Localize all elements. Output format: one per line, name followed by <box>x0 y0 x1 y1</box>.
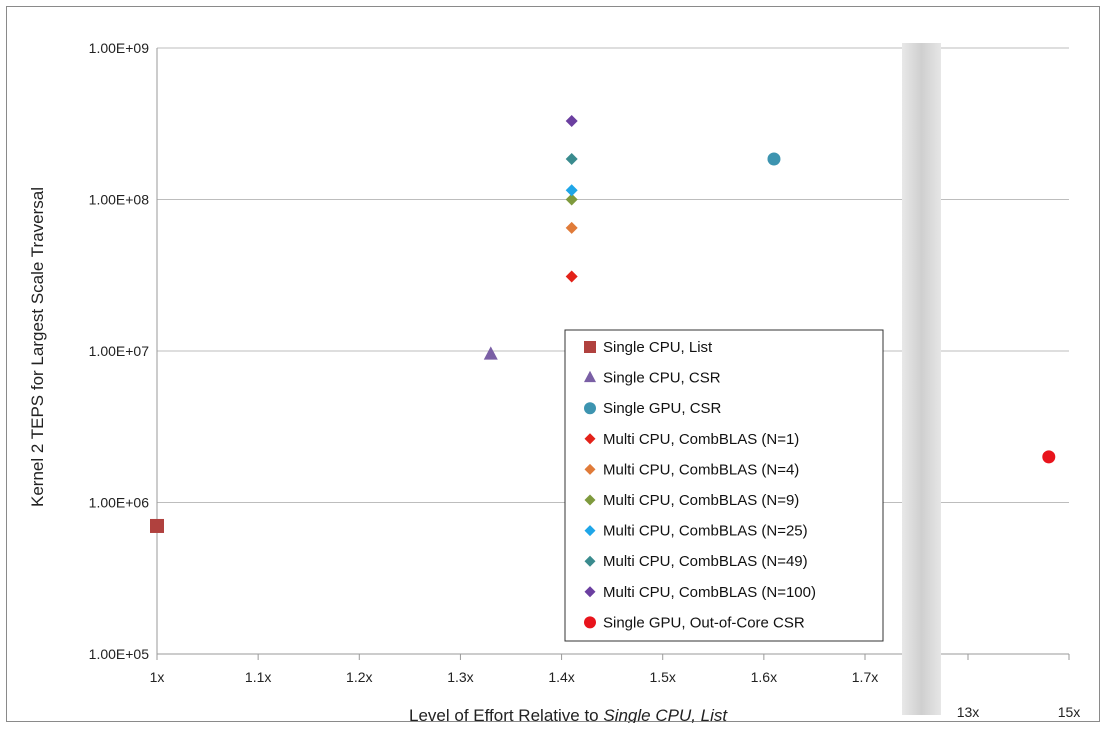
legend-entry: Single CPU, List <box>584 339 713 356</box>
legend-entry: Single GPU, Out-of-Core CSR <box>584 614 805 631</box>
y-axis-title: Kernel 2 TEPS for Largest Scale Traversa… <box>28 187 47 507</box>
data-point <box>565 184 578 197</box>
legend-swatch <box>584 586 596 598</box>
legend-swatch <box>584 494 596 506</box>
legend-label: Single CPU, List <box>603 339 713 356</box>
legend-label: Multi CPU, CombBLAS (N=4) <box>603 461 799 478</box>
x-tick-label: 1.6x <box>751 669 777 685</box>
legend-entry: Multi CPU, CombBLAS (N=4) <box>584 461 799 478</box>
chart-svg: 1.00E+05 1.00E+06 1.00E+07 1.00E+08 1.00E+09… <box>28 40 1081 723</box>
data-point <box>565 221 578 234</box>
x-axis-title-italic: Single CPU, List <box>603 706 728 723</box>
data-point <box>483 346 498 360</box>
legend-entry: Multi CPU, CombBLAS (N=100) <box>584 584 816 601</box>
legend-swatch <box>584 433 596 445</box>
y-tick-label: 1.00E+05 <box>89 646 150 662</box>
legend-label: Multi CPU, CombBLAS (N=25) <box>603 523 808 540</box>
legend-label: Single CPU, CSR <box>603 370 721 387</box>
legend-entry: Multi CPU, CombBLAS (N=9) <box>584 492 799 509</box>
legend-swatch <box>584 341 596 353</box>
data-point <box>1042 450 1056 464</box>
legend-swatch <box>584 370 596 383</box>
x-tick-label: 13x <box>957 704 980 720</box>
x-axis-title-prefix: Level of Effort Relative to <box>409 706 603 723</box>
legend-entry: Single CPU, CSR <box>584 370 721 387</box>
legend-entry: Multi CPU, CombBLAS (N=49) <box>584 553 808 570</box>
data-point <box>150 518 164 533</box>
data-point <box>767 152 781 166</box>
tick-labels: 1.00E+05 1.00E+06 1.00E+07 1.00E+08 1.00E+09… <box>89 40 1081 720</box>
x-axis-title: Level of Effort Relative to Single CPU, … <box>409 706 728 723</box>
legend-entry: Single GPU, CSR <box>584 400 722 417</box>
x-tick-label: 1.1x <box>245 669 271 685</box>
y-tick-label: 1.00E+09 <box>89 40 150 56</box>
x-tick-label: 1.7x <box>852 669 878 685</box>
legend-swatch <box>584 525 596 537</box>
x-tick-label: 15x <box>1058 704 1081 720</box>
y-tick-label: 1.00E+08 <box>89 192 150 208</box>
legend-label: Multi CPU, CombBLAS (N=100) <box>603 584 816 601</box>
legend: Single CPU, List Single CPU, CSR Single GP… <box>564 329 884 642</box>
legend-label: Single GPU, Out-of-Core CSR <box>603 614 805 631</box>
data-point <box>565 153 578 166</box>
data-points <box>150 114 1056 533</box>
chart-frame: 1.00E+05 1.00E+06 1.00E+07 1.00E+08 1.00E+09… <box>6 6 1100 723</box>
legend-swatch <box>584 616 596 629</box>
legend-swatch <box>584 555 596 567</box>
legend-label: Single GPU, CSR <box>603 400 722 417</box>
legend-label: Multi CPU, CombBLAS (N=1) <box>603 431 799 448</box>
x-tick-label: 1.5x <box>649 669 675 685</box>
legend-entry: Multi CPU, CombBLAS (N=25) <box>584 523 808 540</box>
legend-label: Multi CPU, CombBLAS (N=9) <box>603 492 799 509</box>
legend-box <box>564 329 884 642</box>
x-tick-label: 1x <box>150 669 165 685</box>
y-tick-label: 1.00E+07 <box>89 343 150 359</box>
legend-swatch <box>584 463 596 475</box>
x-tick-label: 1.4x <box>548 669 574 685</box>
data-point <box>565 270 578 283</box>
legend-label: Multi CPU, CombBLAS (N=49) <box>603 553 808 570</box>
legend-entry: Multi CPU, CombBLAS (N=1) <box>584 431 799 448</box>
x-tick-label: 1.3x <box>447 669 473 685</box>
axis-break-band <box>902 43 941 715</box>
y-tick-label: 1.00E+06 <box>89 495 150 511</box>
data-point <box>565 114 578 127</box>
legend-swatch <box>584 402 596 415</box>
axis-break <box>902 43 941 715</box>
x-tick-label: 1.2x <box>346 669 372 685</box>
data-point <box>565 193 578 206</box>
